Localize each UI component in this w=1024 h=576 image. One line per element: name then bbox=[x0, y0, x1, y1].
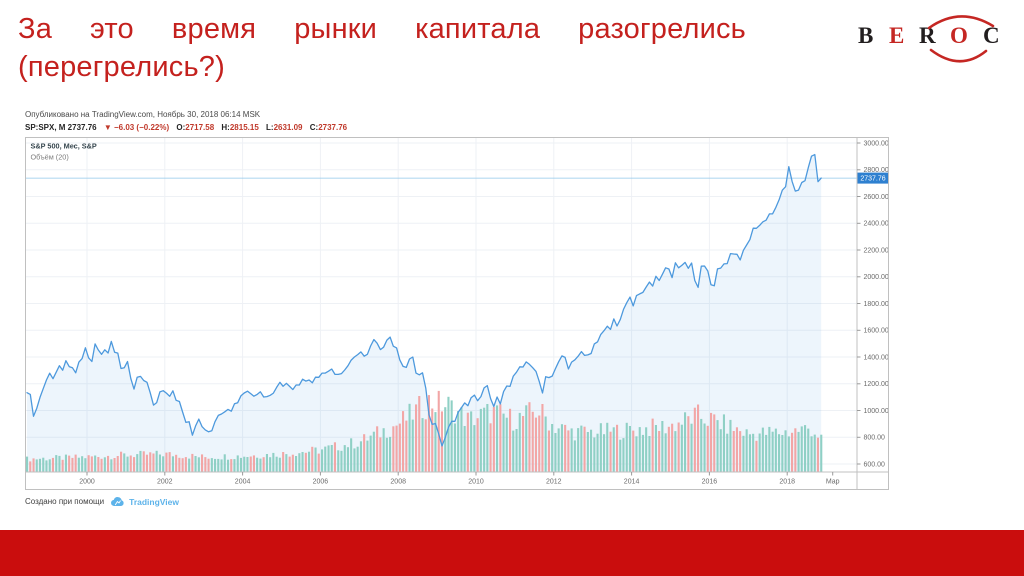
svg-text:2008: 2008 bbox=[390, 479, 406, 486]
tradingview-credit-link[interactable]: TradingView bbox=[129, 496, 180, 507]
svg-text:2737.76: 2737.76 bbox=[860, 176, 885, 183]
tradingview-cloud-icon bbox=[111, 497, 124, 507]
symbol-last: SP:SPX, M 2737.76 bbox=[25, 123, 97, 132]
svg-text:2800.00: 2800.00 bbox=[864, 167, 889, 174]
svg-text:2600.00: 2600.00 bbox=[864, 194, 889, 201]
svg-text:1600.00: 1600.00 bbox=[864, 328, 889, 335]
logo-upper-arc bbox=[927, 15, 995, 30]
low-label: L: bbox=[266, 123, 274, 132]
svg-text:2000.00: 2000.00 bbox=[864, 274, 889, 281]
logo-letter: C bbox=[983, 23, 1000, 48]
svg-text:3000.00: 3000.00 bbox=[864, 140, 889, 147]
svg-text:2002: 2002 bbox=[157, 479, 173, 486]
svg-text:2400.00: 2400.00 bbox=[864, 221, 889, 228]
slide-title: За это время рынки капитала разогрелись … bbox=[18, 10, 746, 86]
svg-text:1800.00: 1800.00 bbox=[864, 301, 889, 308]
svg-text:Объём (20): Объём (20) bbox=[31, 153, 69, 162]
svg-text:2010: 2010 bbox=[468, 479, 484, 486]
slide-title-line1: За это время рынки капитала разогрелись bbox=[18, 13, 746, 45]
close-value: 2737.76 bbox=[318, 123, 348, 132]
published-line: Опубликовано на TradingView.com, Ноябрь … bbox=[25, 110, 261, 119]
logo-letter: E bbox=[889, 23, 904, 48]
logo-letter: O bbox=[950, 23, 968, 48]
svg-text:Мар: Мар bbox=[826, 479, 840, 486]
credit-row: Создано при помощи TradingView bbox=[25, 496, 891, 507]
svg-text:1400.00: 1400.00 bbox=[864, 354, 889, 361]
svg-text:800.00: 800.00 bbox=[864, 435, 886, 442]
logo-letter: R bbox=[919, 23, 936, 48]
svg-text:1000.00: 1000.00 bbox=[864, 408, 889, 415]
svg-text:600.00: 600.00 bbox=[864, 461, 886, 468]
svg-text:2004: 2004 bbox=[235, 479, 251, 486]
svg-text:2018: 2018 bbox=[779, 479, 795, 486]
created-with-label: Создано при помощи bbox=[25, 497, 105, 506]
price-chart[interactable]: 600.00 800.00 1000.00 1200.00 1400.00 1600.00… bbox=[25, 137, 889, 490]
svg-text:2000: 2000 bbox=[79, 479, 95, 486]
close-label: C: bbox=[309, 123, 319, 132]
change-value: ▼ −6.03 (−0.22%) bbox=[103, 123, 170, 132]
svg-text:1200.00: 1200.00 bbox=[864, 381, 889, 388]
svg-text:2014: 2014 bbox=[624, 479, 640, 486]
svg-text:2200.00: 2200.00 bbox=[864, 247, 889, 254]
logo-lower-arc bbox=[929, 48, 988, 63]
open-label: O: bbox=[176, 123, 186, 132]
footer-accent-bar bbox=[0, 530, 1024, 576]
tradingview-chart-panel: Опубликовано на TradingView.com, Ноябрь … bbox=[25, 110, 891, 507]
svg-text:2016: 2016 bbox=[702, 479, 718, 486]
symbol-ohlc-line: SP:SPX, M 2737.76 ▼ −6.03 (−0.22%) O:271… bbox=[25, 123, 891, 133]
high-value: 2815.15 bbox=[229, 123, 259, 132]
svg-text:2012: 2012 bbox=[546, 479, 562, 486]
high-label: H: bbox=[221, 123, 230, 132]
logo-letter: B bbox=[858, 23, 873, 48]
open-value: 2717.58 bbox=[185, 123, 215, 132]
svg-text:S&P 500, Мес, S&P: S&P 500, Мес, S&P bbox=[31, 142, 97, 151]
low-value: 2631.09 bbox=[273, 123, 303, 132]
svg-text:2006: 2006 bbox=[313, 479, 329, 486]
slide-title-line2: (перегрелись?) bbox=[18, 51, 225, 83]
